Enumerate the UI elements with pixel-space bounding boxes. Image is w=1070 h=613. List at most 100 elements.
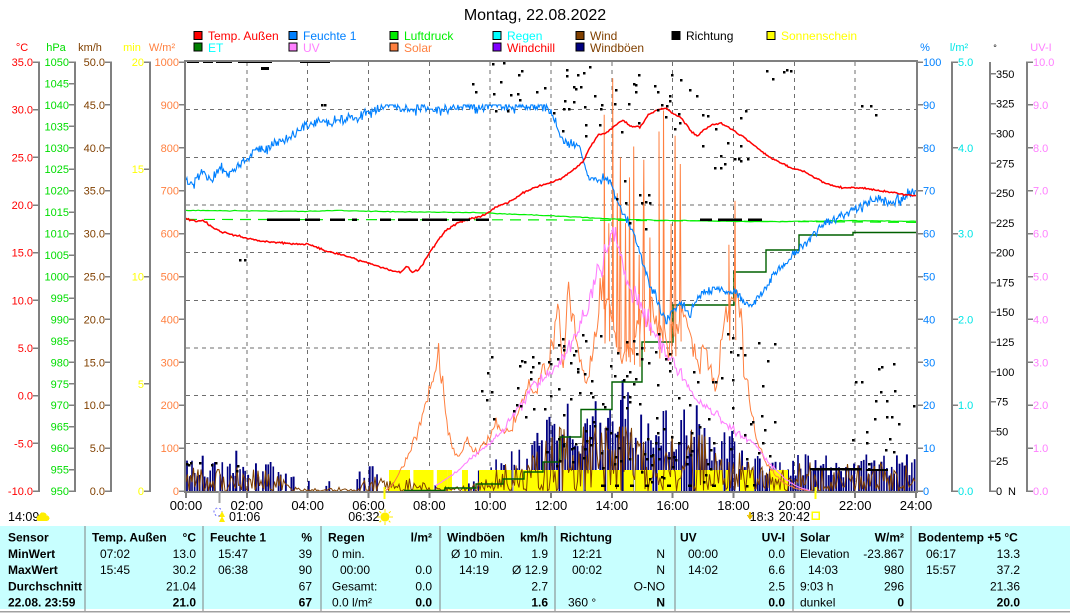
svg-text:125: 125 bbox=[996, 337, 1014, 349]
svg-text:hPa: hPa bbox=[46, 42, 66, 54]
svg-text:0.0: 0.0 bbox=[415, 563, 432, 577]
svg-text:Gesamt:: Gesamt: bbox=[332, 580, 377, 594]
svg-text:UV: UV bbox=[303, 41, 320, 55]
svg-text:700: 700 bbox=[161, 186, 179, 198]
svg-text:°C: °C bbox=[16, 42, 28, 54]
svg-text:70: 70 bbox=[923, 186, 935, 198]
svg-text:15:47: 15:47 bbox=[218, 547, 248, 561]
svg-text:km/h: km/h bbox=[78, 42, 102, 54]
svg-text:06:17: 06:17 bbox=[926, 547, 956, 561]
svg-text:20:42: 20:42 bbox=[779, 510, 810, 524]
svg-text:Montag, 22.08.2022: Montag, 22.08.2022 bbox=[464, 7, 606, 24]
svg-text:%: % bbox=[301, 531, 312, 545]
svg-text:01:06: 01:06 bbox=[229, 510, 260, 524]
svg-text:Temp. Außen: Temp. Außen bbox=[208, 29, 279, 43]
svg-text:24:00: 24:00 bbox=[900, 498, 933, 513]
svg-text:-5.0: -5.0 bbox=[14, 438, 33, 450]
svg-text:00:00: 00:00 bbox=[170, 498, 203, 513]
svg-text:N: N bbox=[1008, 486, 1016, 498]
svg-text:Richtung: Richtung bbox=[686, 29, 733, 43]
svg-text:Temp. Außen: Temp. Außen bbox=[92, 531, 167, 545]
svg-text:l/m²: l/m² bbox=[411, 531, 432, 545]
svg-text:75: 75 bbox=[996, 397, 1008, 409]
svg-text:0: 0 bbox=[897, 596, 904, 610]
svg-text:15:57: 15:57 bbox=[926, 563, 956, 577]
svg-text:300: 300 bbox=[161, 357, 179, 369]
svg-text:°C: °C bbox=[183, 531, 197, 545]
svg-text:150: 150 bbox=[996, 307, 1014, 319]
svg-text:22.08. 23:59: 22.08. 23:59 bbox=[8, 596, 76, 610]
svg-text:Windböen: Windböen bbox=[590, 41, 644, 55]
svg-text:1035: 1035 bbox=[45, 121, 69, 133]
svg-text:Sonnenschein: Sonnenschein bbox=[781, 29, 857, 43]
svg-text:Windböen: Windböen bbox=[447, 531, 505, 545]
svg-text:4.0: 4.0 bbox=[958, 143, 973, 155]
svg-text:0.0: 0.0 bbox=[1033, 486, 1048, 498]
svg-text:10.0: 10.0 bbox=[1033, 57, 1054, 69]
svg-text:1.6: 1.6 bbox=[531, 596, 548, 610]
svg-text:200: 200 bbox=[996, 248, 1014, 260]
svg-text:296: 296 bbox=[884, 580, 904, 594]
svg-text:%: % bbox=[920, 42, 930, 54]
svg-text:1000: 1000 bbox=[155, 57, 179, 69]
svg-text:ET: ET bbox=[208, 41, 224, 55]
svg-text:2.0: 2.0 bbox=[958, 314, 973, 326]
svg-text:955: 955 bbox=[51, 465, 69, 477]
svg-text:100: 100 bbox=[923, 57, 941, 69]
svg-text:800: 800 bbox=[161, 143, 179, 155]
svg-text:300: 300 bbox=[996, 129, 1014, 141]
svg-text:21.36: 21.36 bbox=[990, 580, 1020, 594]
svg-text:Wind: Wind bbox=[590, 29, 617, 43]
svg-text:dunkel: dunkel bbox=[800, 596, 835, 610]
svg-text:90: 90 bbox=[299, 563, 313, 577]
svg-text:0.0: 0.0 bbox=[768, 596, 785, 610]
svg-text:0: 0 bbox=[138, 486, 144, 498]
svg-text:22:00: 22:00 bbox=[839, 498, 872, 513]
svg-text:Feuchte 1: Feuchte 1 bbox=[303, 29, 357, 43]
svg-text:5: 5 bbox=[138, 379, 144, 391]
svg-text:1010: 1010 bbox=[45, 229, 69, 241]
svg-text:200: 200 bbox=[161, 400, 179, 412]
svg-text:N: N bbox=[656, 563, 665, 577]
svg-text:MinWert: MinWert bbox=[8, 547, 55, 561]
svg-text:30.0: 30.0 bbox=[84, 229, 105, 241]
svg-text:Bodentemp +5 °C: Bodentemp +5 °C bbox=[918, 531, 1018, 545]
svg-text:5.0: 5.0 bbox=[90, 443, 105, 455]
svg-text:10: 10 bbox=[923, 443, 935, 455]
svg-text:965: 965 bbox=[51, 422, 69, 434]
svg-text:40.0: 40.0 bbox=[84, 143, 105, 155]
svg-text:14:03: 14:03 bbox=[808, 563, 838, 577]
svg-text:13.3: 13.3 bbox=[997, 547, 1021, 561]
svg-text:0: 0 bbox=[173, 486, 179, 498]
svg-text:20:00: 20:00 bbox=[778, 498, 811, 513]
svg-text:2.0: 2.0 bbox=[1033, 400, 1048, 412]
svg-text:14:00: 14:00 bbox=[596, 498, 629, 513]
svg-text:1000: 1000 bbox=[45, 272, 69, 284]
svg-text:08:00: 08:00 bbox=[413, 498, 446, 513]
svg-text:18:00: 18:00 bbox=[717, 498, 750, 513]
svg-text:0.0: 0.0 bbox=[415, 596, 432, 610]
svg-text:80: 80 bbox=[923, 143, 935, 155]
svg-text:325: 325 bbox=[996, 99, 1014, 111]
svg-text:25.0: 25.0 bbox=[84, 272, 105, 284]
svg-text:Ø 12.9: Ø 12.9 bbox=[512, 563, 548, 577]
svg-text:6.0: 6.0 bbox=[1033, 229, 1048, 241]
svg-text:900: 900 bbox=[161, 100, 179, 112]
svg-text:Solar: Solar bbox=[404, 41, 432, 55]
svg-text:980: 980 bbox=[884, 563, 904, 577]
svg-text:40: 40 bbox=[923, 314, 935, 326]
svg-text:20: 20 bbox=[923, 400, 935, 412]
svg-text:Ø 10 min.: Ø 10 min. bbox=[451, 547, 503, 561]
svg-text:Solar: Solar bbox=[800, 531, 830, 545]
svg-text:04:00: 04:00 bbox=[291, 498, 324, 513]
svg-text:0: 0 bbox=[996, 486, 1002, 498]
svg-text:10: 10 bbox=[132, 272, 144, 284]
svg-text:06:00: 06:00 bbox=[352, 498, 385, 513]
svg-text:Luftdruck: Luftdruck bbox=[404, 29, 454, 43]
svg-text:0: 0 bbox=[923, 486, 929, 498]
svg-text:250: 250 bbox=[996, 188, 1014, 200]
svg-text:1030: 1030 bbox=[45, 143, 69, 155]
svg-text:1005: 1005 bbox=[45, 250, 69, 262]
svg-text:0.0: 0.0 bbox=[415, 580, 432, 594]
svg-text:67: 67 bbox=[299, 596, 313, 610]
